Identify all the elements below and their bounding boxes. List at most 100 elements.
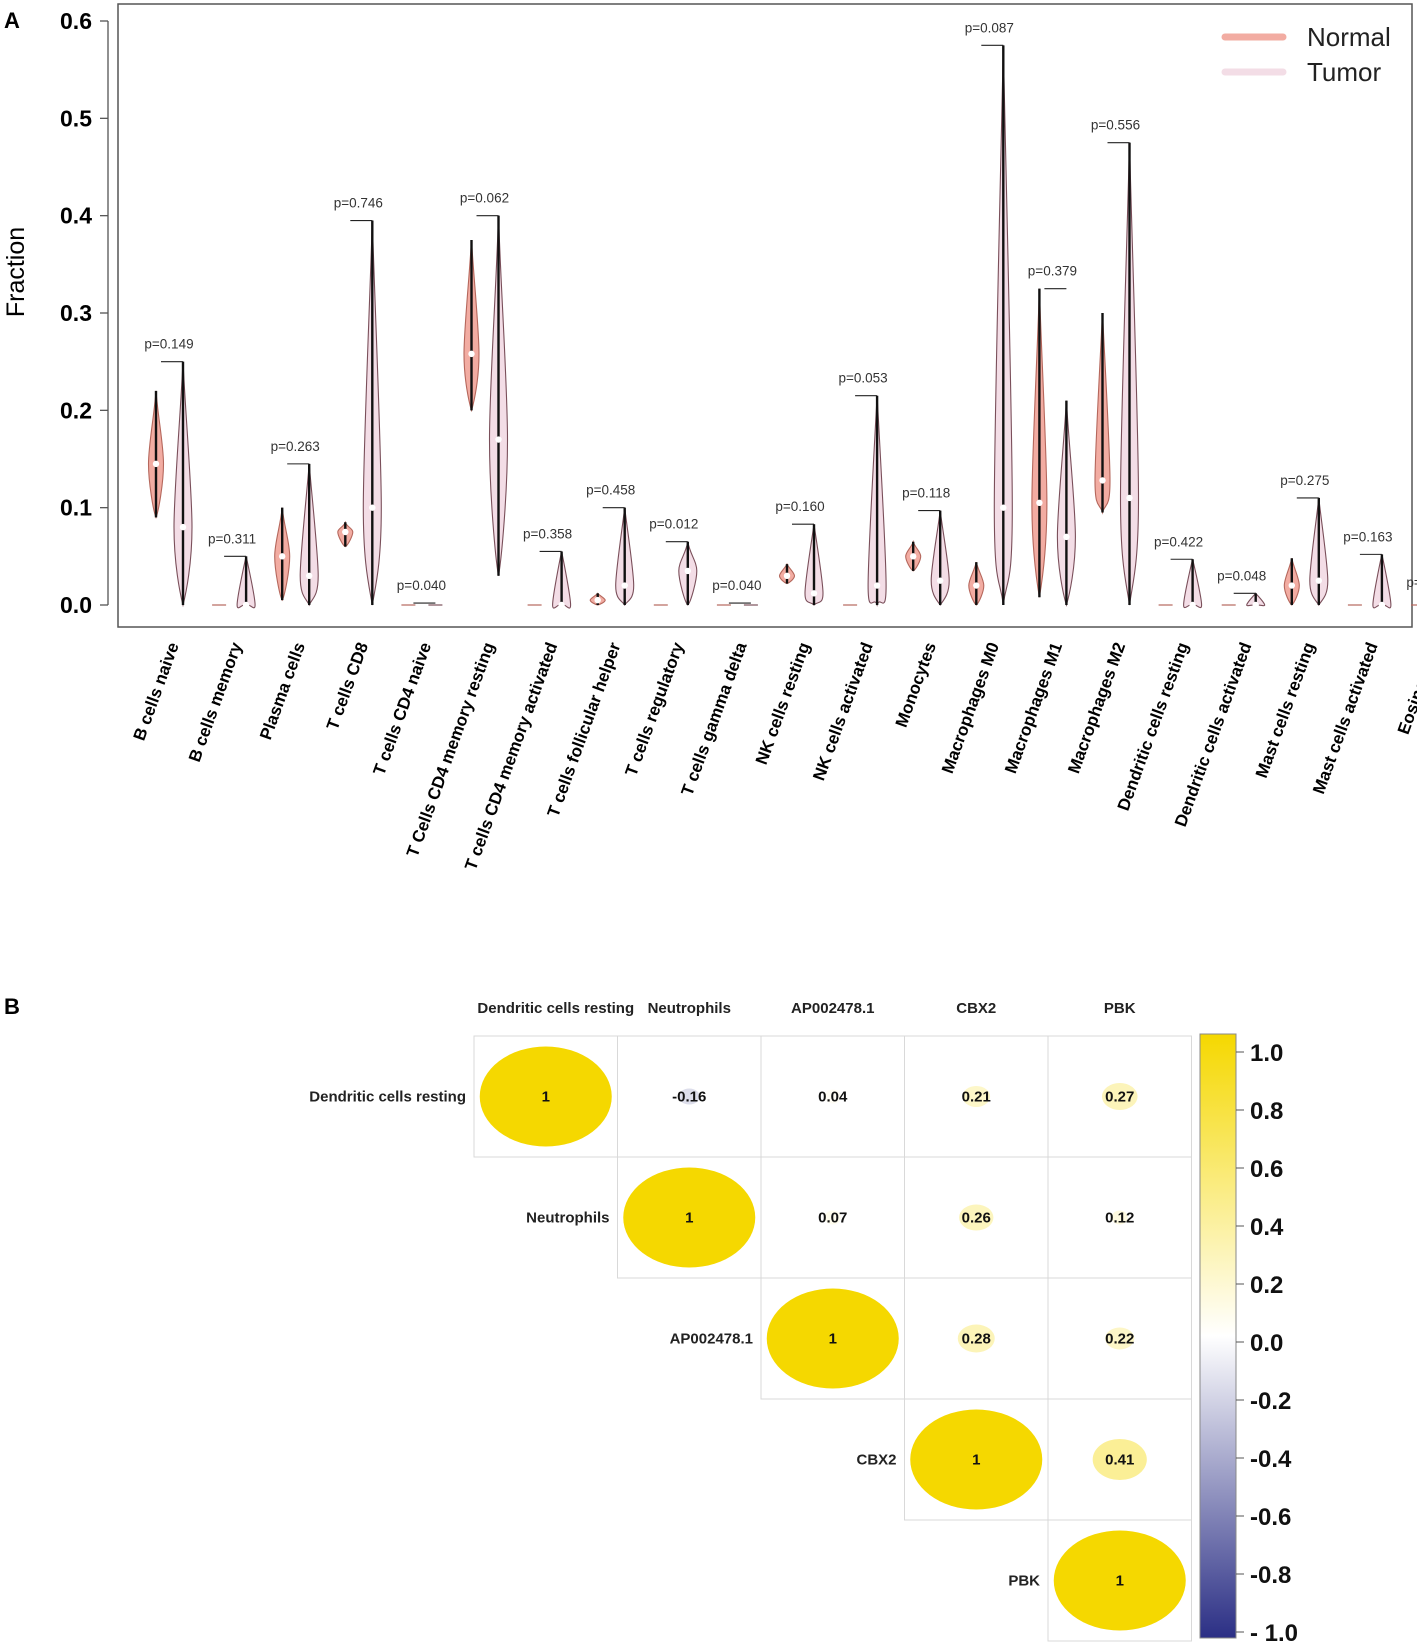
colorbar-tick-label: -0.6 bbox=[1250, 1504, 1291, 1531]
violin-tumor-median bbox=[684, 567, 691, 575]
violin-tumor bbox=[552, 551, 572, 609]
legend: Normal Tumor bbox=[1221, 22, 1391, 87]
violin-tumor bbox=[1246, 592, 1266, 609]
p-value-label: p=0.040 bbox=[712, 578, 761, 593]
p-value-label: p=0.746 bbox=[334, 196, 383, 211]
violin-tumor-median bbox=[873, 582, 881, 589]
violin-normal bbox=[778, 562, 796, 585]
violin-normal-median bbox=[1036, 499, 1043, 506]
x-category-label: Monocytes bbox=[892, 640, 940, 730]
violin-tumor-median bbox=[306, 572, 313, 579]
p-value-label: p=0.458 bbox=[586, 483, 635, 498]
x-category-label: Macrophages M1 bbox=[1001, 640, 1066, 776]
x-category-label: Plasma cells bbox=[256, 640, 309, 742]
violin-tumor bbox=[678, 541, 698, 606]
corr-row-label: Neutrophils bbox=[526, 1210, 609, 1227]
panel-b-letter: B bbox=[4, 994, 20, 1019]
corr-cell: 1 bbox=[904, 1398, 1049, 1521]
violin-tumor bbox=[993, 45, 1013, 606]
violin-normal-median bbox=[152, 460, 160, 468]
colorbar-tick-label: 0.8 bbox=[1250, 1098, 1283, 1125]
corr-cell: 1 bbox=[760, 1277, 905, 1400]
y-tick-label: 0.6 bbox=[60, 8, 92, 34]
violin-tumor-median bbox=[937, 577, 944, 584]
corr-cell: 0.12 bbox=[1047, 1156, 1192, 1279]
corr-value: 0.12 bbox=[1105, 1210, 1134, 1227]
corr-cell: 0.26 bbox=[904, 1156, 1049, 1279]
violin-normal bbox=[589, 592, 606, 606]
violin-tumor bbox=[1183, 559, 1203, 609]
y-tick-label: 0.0 bbox=[60, 592, 92, 618]
x-category-label: Mast cells activated bbox=[1309, 640, 1381, 797]
x-category-label: Mast cells resting bbox=[1252, 640, 1319, 781]
x-category-label: T cells regulatory bbox=[622, 639, 688, 778]
corr-circle bbox=[910, 1409, 1043, 1510]
corr-circle bbox=[824, 1089, 841, 1104]
violin-tumor bbox=[1309, 497, 1329, 607]
corr-cell: 0.04 bbox=[760, 1035, 905, 1158]
p-value-label: p=0.040 bbox=[397, 578, 446, 593]
colorbar-tick-label: -0.2 bbox=[1250, 1388, 1291, 1415]
colorbar-tick-label: - 1.0 bbox=[1250, 1620, 1298, 1647]
corr-value: 0.28 bbox=[962, 1331, 991, 1348]
corr-value: 1 bbox=[1116, 1573, 1124, 1590]
violin-normal-median bbox=[594, 596, 601, 604]
x-category-label: Dendritic cells resting bbox=[1114, 640, 1193, 813]
p-value-label: p=0.048 bbox=[1406, 575, 1417, 590]
corr-row-label: PBK bbox=[1008, 1573, 1040, 1590]
violin-normal bbox=[337, 520, 354, 548]
violin-normal bbox=[147, 390, 165, 519]
colorbar-tick-label: 0.6 bbox=[1250, 1156, 1283, 1183]
violin-normal-median bbox=[1099, 477, 1106, 484]
corr-cell: 0.21 bbox=[904, 1035, 1049, 1158]
corr-column-label: Neutrophils bbox=[648, 1000, 731, 1017]
colorbar bbox=[1199, 1033, 1237, 1639]
corr-circle bbox=[1105, 1327, 1135, 1350]
legend-label-tumor: Tumor bbox=[1307, 57, 1381, 87]
corr-circle bbox=[824, 1210, 841, 1225]
x-category-label: Eosinophils bbox=[1394, 640, 1417, 737]
corr-cell: 0.27 bbox=[1047, 1035, 1192, 1158]
violin-tumor bbox=[615, 507, 635, 607]
corr-value: 0.07 bbox=[818, 1210, 847, 1227]
legend-label-normal: Normal bbox=[1307, 22, 1391, 52]
violin-normal bbox=[274, 507, 291, 602]
corr-row-label: Dendritic cells resting bbox=[309, 1089, 466, 1106]
corr-circle bbox=[1111, 1210, 1128, 1225]
corr-value: 0.21 bbox=[962, 1089, 991, 1106]
violin-normal bbox=[1283, 558, 1300, 606]
corr-circle bbox=[623, 1167, 756, 1268]
corr-value: 0.41 bbox=[1105, 1452, 1134, 1469]
corr-column-label: PBK bbox=[1104, 1000, 1136, 1017]
x-category-label: T cells CD4 naive bbox=[369, 640, 435, 778]
violin-tumor-median bbox=[495, 436, 502, 443]
p-value-label: p=0.062 bbox=[460, 191, 509, 206]
corr-circle bbox=[1053, 1530, 1186, 1631]
y-axis-label: Fraction bbox=[2, 227, 30, 317]
violin-tumor-median bbox=[1126, 494, 1133, 502]
y-tick-label: 0.1 bbox=[60, 495, 92, 521]
p-value-label: p=0.556 bbox=[1091, 118, 1140, 133]
violin-tumor-median bbox=[621, 582, 628, 589]
violin-normal-median bbox=[342, 528, 349, 536]
violin-tumor bbox=[173, 361, 193, 608]
violin-tumor-median bbox=[242, 601, 250, 609]
violin-tumor-median bbox=[558, 601, 565, 609]
colorbar-tick-label: 0.0 bbox=[1250, 1330, 1283, 1357]
x-category-label: Macrophages M0 bbox=[938, 640, 1003, 776]
corr-column-label: AP002478.1 bbox=[791, 1000, 874, 1017]
p-value-label: p=0.160 bbox=[775, 499, 824, 514]
p-value-label: p=0.118 bbox=[902, 486, 950, 501]
corr-value: 0.22 bbox=[1105, 1331, 1134, 1348]
violin-tumor-median bbox=[369, 504, 376, 511]
corr-circle bbox=[479, 1046, 612, 1147]
colorbar-tick-label: -0.4 bbox=[1250, 1446, 1292, 1473]
corr-value: -0.16 bbox=[672, 1089, 706, 1106]
corr-circle bbox=[957, 1324, 995, 1353]
corr-column-label: CBX2 bbox=[956, 1000, 996, 1017]
corr-value: 0.27 bbox=[1105, 1089, 1134, 1106]
x-category-label: NK cells activated bbox=[809, 640, 877, 783]
violin-normal-median bbox=[973, 582, 980, 589]
x-category-label: NK cells resting bbox=[752, 640, 814, 767]
